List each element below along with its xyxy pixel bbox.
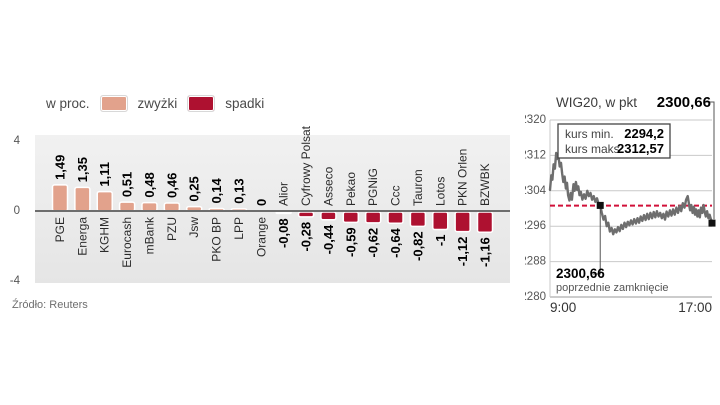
bar-Ccc <box>387 211 404 224</box>
prev-close-connector-line <box>593 208 601 275</box>
prev-close-caption: poprzednie zamknięcie <box>556 282 669 294</box>
bar-category-label: Pekao <box>344 172 358 206</box>
bar-category-label: PZU <box>165 217 179 241</box>
legend-down-swatch <box>187 94 216 112</box>
y-axis-tick-label: 2280 <box>525 291 546 303</box>
bar-value-label: 0,25 <box>187 176 202 201</box>
bar-PKN Orlen <box>454 211 471 233</box>
performance-bar-chart: 4 0 -4 1,49 PGE 1,35 Energa 1,11 KGHM 0,51 Eurocas… <box>10 125 510 287</box>
kurs-maks-label: kurs maks. <box>565 142 623 156</box>
bar-value-label: -0,08 <box>276 218 291 248</box>
bar-PZU <box>163 202 181 212</box>
bar-value-label: -0,64 <box>388 227 403 257</box>
bar-value-label: 0,48 <box>142 172 157 197</box>
bar-value-label: 0,51 <box>120 172 135 197</box>
bar-category-label: mBank <box>142 216 156 254</box>
bar-Tauron <box>409 211 427 228</box>
bar-category-label: Jsw <box>187 217 201 238</box>
bar-value-label: -1 <box>433 235 448 247</box>
y-axis-tick-label: 2320 <box>525 114 546 126</box>
bar-mBank <box>141 201 158 212</box>
bar-Cyfrowy Polsat <box>297 211 315 218</box>
bar-value-label: 1,35 <box>75 157 90 182</box>
bar-category-label: Alior <box>277 182 291 206</box>
kurs-min-value: 2294,2 <box>624 126 664 141</box>
bar-category-label: Ccc <box>389 185 403 206</box>
bar-Eurocash <box>118 201 136 212</box>
bar-value-label: 0 <box>254 199 269 206</box>
kurs-min-label: kurs min. <box>565 127 614 141</box>
legend-up-label: zwyżki <box>137 95 178 111</box>
y-axis-tick-label: 2296 <box>525 220 546 232</box>
last-value: 2300,66 <box>657 94 711 111</box>
legend-down-label: spadki <box>225 95 265 111</box>
bar-chart-legend: w proc. zwyżki spadki <box>46 93 264 113</box>
bar-category-label: PGE <box>53 217 67 242</box>
x-axis-tick-label: 17:00 <box>678 300 712 315</box>
bar-PGE <box>51 184 69 212</box>
bar-value-label: -0,44 <box>321 224 336 254</box>
bar-value-label: -0,62 <box>366 228 381 258</box>
chart-panel <box>35 135 510 283</box>
bar-value-label: -1,12 <box>455 237 470 267</box>
y-axis-tick-label: 0 <box>14 205 20 217</box>
bar-value-label: 0,14 <box>209 177 224 203</box>
bar-category-label: Cyfrowy Polsat <box>299 125 313 206</box>
bar-category-label: KGHM <box>98 217 112 253</box>
bar-category-label: LPP <box>232 217 246 240</box>
bar-category-label: BZWBK <box>478 163 492 206</box>
bar-category-label: Energa <box>75 217 89 256</box>
bar-category-label: Asseco <box>321 166 335 206</box>
bar-BZWBK <box>476 211 494 234</box>
bar-category-label: Eurocash <box>120 217 134 268</box>
chart-title: WIG20, w pkt <box>556 95 637 110</box>
last-value-connector-line <box>706 101 715 220</box>
bar-value-label: 0,13 <box>231 178 246 203</box>
bar-category-label: Lotos <box>433 177 447 206</box>
price-marker <box>596 201 604 209</box>
bar-value-label: 0,46 <box>164 173 179 198</box>
bar-category-label: PGNiG <box>366 168 380 206</box>
bar-value-label: -0,59 <box>343 227 358 257</box>
x-axis-tick-label: 9:00 <box>550 300 576 315</box>
y-axis-tick-label: -4 <box>10 275 21 287</box>
bar-category-label: Tauron <box>411 169 425 206</box>
bar-value-label: 1,49 <box>53 155 68 180</box>
bar-value-label: -0,82 <box>410 231 425 261</box>
y-axis-tick-label: 2312 <box>525 149 546 161</box>
wig20-price-line <box>548 151 714 236</box>
bar-Asseco <box>320 211 337 221</box>
bar-value-label: -1,16 <box>478 237 493 267</box>
bar-KGHM <box>96 190 113 212</box>
bar-Lotos <box>432 211 449 231</box>
bar-value-label: 1,11 <box>97 162 112 187</box>
prev-close-value: 2300,66 <box>556 266 605 281</box>
bar-value-label: -0,28 <box>299 222 314 252</box>
bar-PGNiG <box>364 211 382 224</box>
bar-Pekao <box>342 211 360 224</box>
y-axis-tick-label: 2288 <box>525 256 546 268</box>
bar-Energa <box>74 186 91 212</box>
legend-unit-label: w proc. <box>46 95 90 111</box>
bar-Alior <box>275 211 292 215</box>
y-axis-tick-label: 4 <box>14 135 21 147</box>
bar-category-label: Orange <box>254 217 268 257</box>
legend-up-swatch <box>99 94 128 112</box>
kurs-maks-value: 2312,57 <box>617 141 664 156</box>
source-credit: Źródło: Reuters <box>12 299 88 311</box>
bar-category-label: PKO BP <box>210 217 224 262</box>
bar-category-label: PKN Orlen <box>456 149 470 206</box>
price-marker <box>708 219 716 227</box>
min-max-info-box <box>557 123 671 159</box>
